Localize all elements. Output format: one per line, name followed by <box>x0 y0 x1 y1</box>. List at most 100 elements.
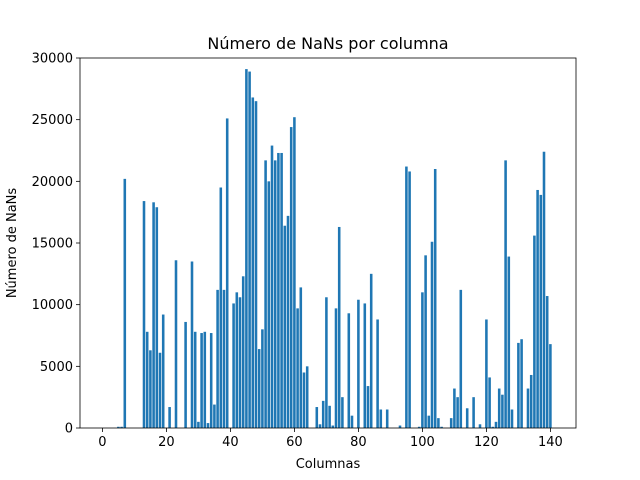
bar-col-137 <box>539 194 543 428</box>
bar-col-127 <box>507 256 511 428</box>
bar-col-69 <box>321 400 325 428</box>
bar-col-74 <box>337 226 341 428</box>
bar-col-109 <box>449 418 453 428</box>
x-tick-label: 60 <box>286 435 303 450</box>
bar-col-111 <box>456 397 459 428</box>
y-tick-label: 15000 <box>32 237 73 252</box>
bar-col-6 <box>120 426 123 428</box>
x-ticks-group: 0 20 40 60 80 100 120 140 <box>98 428 563 450</box>
bars-group <box>117 69 552 429</box>
x-tick-label: 100 <box>410 435 435 450</box>
bar-col-41 <box>232 303 235 428</box>
bar-col-48 <box>254 101 258 429</box>
bar-col-110 <box>453 388 456 428</box>
bar-col-75 <box>341 397 344 428</box>
bar-col-31 <box>200 333 203 428</box>
bar-col-49 <box>257 349 261 428</box>
bar-col-101 <box>424 255 427 428</box>
bar-col-134 <box>529 374 533 428</box>
bar-col-133 <box>526 388 530 428</box>
bar-col-28 <box>190 261 194 428</box>
bar-col-114 <box>465 408 469 428</box>
bar-col-83 <box>366 386 370 428</box>
bar-col-21 <box>168 407 171 428</box>
bar-col-96 <box>408 171 411 428</box>
bar-col-57 <box>283 225 287 428</box>
bar-col-100 <box>421 292 424 428</box>
bar-col-53 <box>270 145 274 429</box>
bar-col-136 <box>536 189 539 428</box>
bar-col-5 <box>117 426 120 428</box>
bar-col-35 <box>213 404 216 428</box>
bar-col-138 <box>542 151 546 428</box>
bar-col-84 <box>369 273 373 428</box>
bar-col-135 <box>533 235 536 428</box>
x-tick-label: 20 <box>158 435 175 450</box>
bar-col-118 <box>478 424 482 428</box>
bar-col-78 <box>350 415 354 428</box>
bar-col-103 <box>430 241 434 428</box>
bar-col-59 <box>289 127 293 429</box>
bar-col-89 <box>385 409 389 428</box>
bar-col-29 <box>193 331 197 428</box>
bar-col-71 <box>328 405 331 428</box>
bar-col-36 <box>216 289 219 428</box>
bar-col-61 <box>296 308 299 428</box>
bar-col-14 <box>145 331 149 428</box>
bar-col-45 <box>245 69 248 428</box>
bar-col-26 <box>184 321 187 428</box>
bar-col-60 <box>293 117 296 428</box>
bar-col-102 <box>427 415 431 428</box>
y-tick-label: 0 <box>65 422 73 437</box>
bar-col-62 <box>299 287 303 428</box>
bar-col-87 <box>379 409 383 428</box>
x-tick-label: 0 <box>98 435 106 450</box>
bar-col-50 <box>261 329 264 428</box>
bar-col-130 <box>517 342 520 428</box>
bar-col-106 <box>440 426 443 428</box>
bar-col-43 <box>238 297 242 428</box>
bar-col-121 <box>488 377 491 428</box>
y-ticks-group: 0 5000 10000 15000 20000 25000 30000 <box>32 52 80 437</box>
bar-col-86 <box>376 319 379 428</box>
bar-col-13 <box>142 201 146 428</box>
bar-col-7 <box>123 178 127 428</box>
bar-col-16 <box>152 202 155 428</box>
bar-col-54 <box>273 160 277 428</box>
bar-col-55 <box>277 152 280 428</box>
bar-col-112 <box>459 289 463 428</box>
y-tick-label: 5000 <box>40 360 73 375</box>
bar-col-104 <box>433 169 437 428</box>
bar-col-32 <box>203 331 207 428</box>
x-tick-label: 40 <box>222 435 239 450</box>
x-tick-label: 140 <box>538 435 563 450</box>
bar-col-70 <box>325 297 328 428</box>
chart-title: Número de NaNs por columna <box>207 34 448 53</box>
bar-col-15 <box>149 350 152 428</box>
bar-col-46 <box>248 71 251 429</box>
bar-col-64 <box>305 366 309 428</box>
bar-col-82 <box>363 303 367 428</box>
bar-col-17 <box>155 207 159 428</box>
bar-col-58 <box>286 215 290 428</box>
bar-col-105 <box>437 418 440 428</box>
bar-col-39 <box>225 118 229 428</box>
bar-col-72 <box>331 425 335 428</box>
bar-col-42 <box>235 292 239 428</box>
bar-col-131 <box>520 339 523 428</box>
bar-col-140 <box>549 344 552 428</box>
y-tick-label: 25000 <box>32 113 73 128</box>
bar-col-63 <box>302 372 306 428</box>
bar-col-139 <box>545 296 549 428</box>
x-axis-label: Columnas <box>296 457 361 472</box>
bar-col-126 <box>504 160 507 428</box>
bar-col-93 <box>398 425 402 428</box>
bar-col-124 <box>497 388 501 428</box>
bar-col-116 <box>472 397 475 428</box>
bar-col-122 <box>491 426 495 428</box>
bar-col-51 <box>264 160 267 428</box>
plot-frame <box>79 57 577 429</box>
bar-col-123 <box>494 421 498 428</box>
y-tick-label: 10000 <box>32 298 73 313</box>
x-tick-label: 120 <box>474 435 499 450</box>
